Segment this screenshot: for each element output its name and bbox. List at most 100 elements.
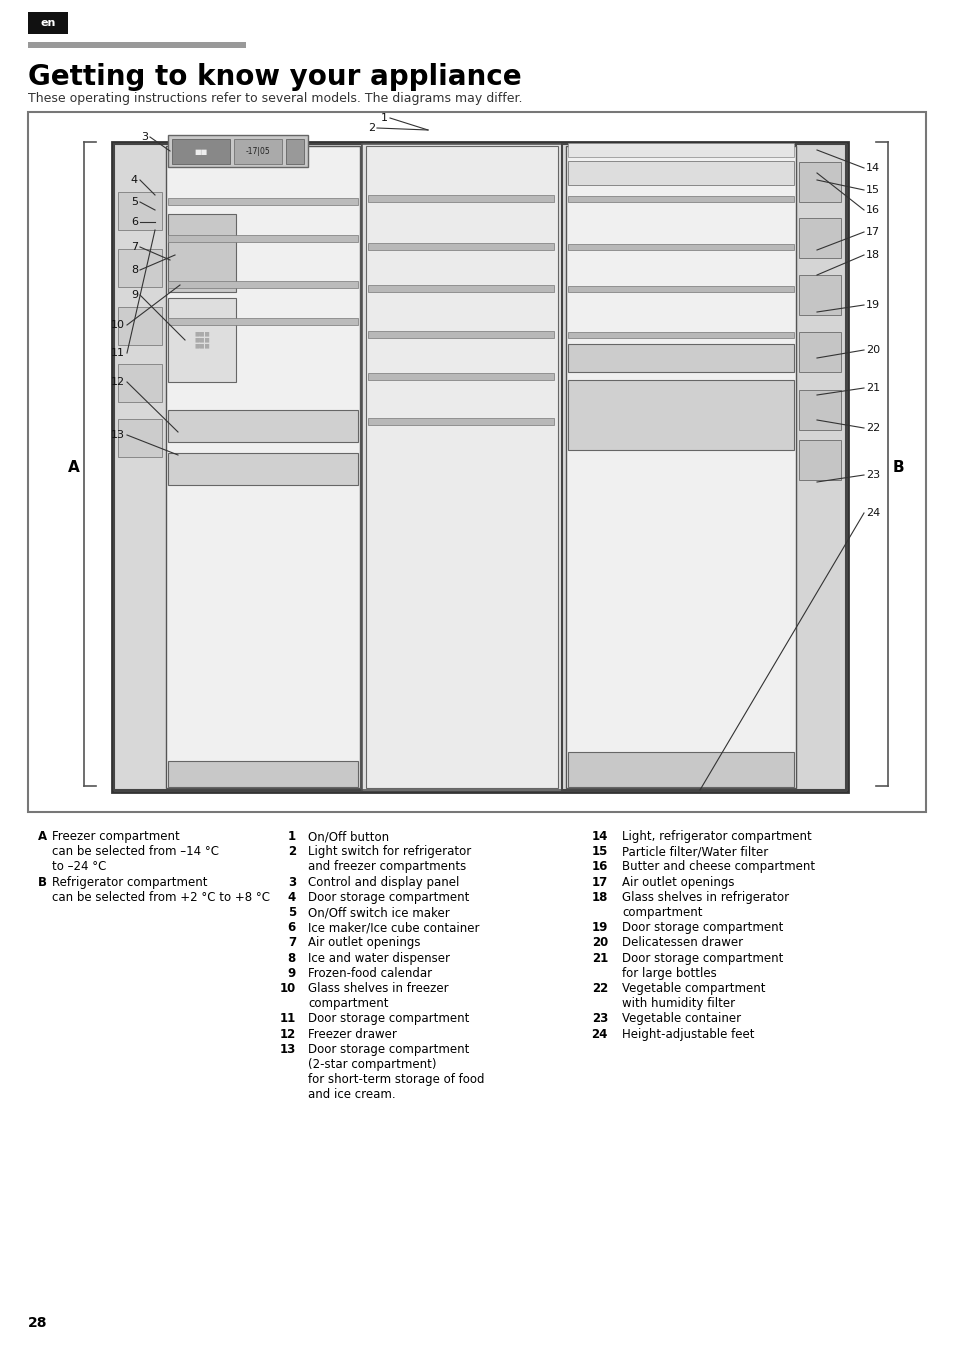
Bar	[368, 373, 554, 379]
Text: A: A	[68, 460, 80, 475]
Text: 19: 19	[591, 921, 607, 934]
Text: Delicatessen drawer: Delicatessen drawer	[621, 937, 742, 949]
Text: 22: 22	[865, 423, 880, 433]
Text: 13: 13	[279, 1042, 295, 1056]
Text: 18: 18	[865, 250, 880, 261]
Text: 5: 5	[288, 906, 295, 919]
Text: Freezer compartment: Freezer compartment	[52, 830, 179, 842]
Text: Control and display panel: Control and display panel	[308, 876, 459, 888]
Text: Door storage compartment: Door storage compartment	[308, 891, 469, 903]
Bar	[168, 761, 357, 787]
Bar	[799, 162, 841, 202]
Bar	[799, 275, 841, 315]
Bar	[28, 12, 68, 34]
Text: Air outlet openings: Air outlet openings	[621, 876, 734, 888]
Bar	[567, 196, 793, 202]
Bar	[168, 319, 357, 325]
Bar	[361, 144, 561, 790]
Text: 6: 6	[288, 921, 295, 934]
Bar	[168, 215, 235, 292]
Text: 8: 8	[288, 952, 295, 965]
Text: Light switch for refrigerator: Light switch for refrigerator	[308, 845, 471, 859]
Bar	[567, 344, 793, 373]
Text: B: B	[891, 460, 902, 475]
Text: with humidity filter: with humidity filter	[621, 998, 735, 1010]
Bar	[168, 281, 357, 288]
Text: 5: 5	[131, 197, 138, 207]
Text: Glass shelves in freezer: Glass shelves in freezer	[308, 981, 448, 995]
Text: 1: 1	[288, 830, 295, 842]
Bar	[168, 410, 357, 441]
Text: (2-star compartment): (2-star compartment)	[308, 1058, 436, 1071]
Text: en: en	[40, 18, 55, 28]
Text: -17|05: -17|05	[245, 147, 270, 157]
Text: 7: 7	[131, 242, 138, 252]
Text: 1: 1	[380, 113, 388, 123]
Text: Vegetable compartment: Vegetable compartment	[621, 981, 764, 995]
Text: 11: 11	[279, 1012, 295, 1026]
Text: 16: 16	[591, 860, 607, 873]
Bar	[368, 243, 554, 250]
Text: 6: 6	[131, 217, 138, 227]
Text: 15: 15	[591, 845, 607, 859]
Text: A: A	[38, 830, 47, 842]
Bar	[368, 285, 554, 292]
Text: Ice maker/Ice cube container: Ice maker/Ice cube container	[308, 921, 479, 934]
Bar	[112, 142, 847, 792]
Text: 24: 24	[865, 508, 880, 518]
Text: ■■■
■■■
■■■: ■■■ ■■■ ■■■	[193, 332, 210, 348]
Text: 21: 21	[865, 383, 880, 393]
Bar	[567, 286, 793, 292]
Bar	[799, 390, 841, 431]
Text: 13: 13	[111, 431, 125, 440]
Bar	[118, 364, 162, 402]
Bar	[567, 161, 793, 185]
Bar	[567, 244, 793, 250]
Text: Light, refrigerator compartment: Light, refrigerator compartment	[621, 830, 811, 842]
Text: Getting to know your appliance: Getting to know your appliance	[28, 63, 521, 90]
Text: 10: 10	[279, 981, 295, 995]
Text: 3: 3	[141, 132, 148, 142]
Bar	[368, 331, 554, 338]
Text: Particle filter/Water filter: Particle filter/Water filter	[621, 845, 767, 859]
Text: 17: 17	[865, 227, 880, 238]
Bar	[233, 139, 282, 163]
Text: 8: 8	[131, 265, 138, 275]
Bar	[118, 418, 162, 458]
Text: can be selected from +2 °C to +8 °C: can be selected from +2 °C to +8 °C	[52, 891, 270, 903]
Bar	[118, 248, 162, 288]
Text: B: B	[38, 876, 47, 888]
Text: Air outlet openings: Air outlet openings	[308, 937, 420, 949]
Text: 20: 20	[591, 937, 607, 949]
Text: 16: 16	[865, 205, 879, 215]
Bar	[799, 332, 841, 373]
Text: 14: 14	[591, 830, 607, 842]
Text: Ice and water dispenser: Ice and water dispenser	[308, 952, 450, 965]
Text: Height-adjustable feet: Height-adjustable feet	[621, 1027, 754, 1041]
Text: 19: 19	[865, 300, 880, 310]
Text: 21: 21	[591, 952, 607, 965]
Bar	[118, 306, 162, 346]
Text: for large bottles: for large bottles	[621, 967, 716, 980]
Text: 23: 23	[591, 1012, 607, 1026]
Bar	[368, 418, 554, 425]
Bar	[368, 194, 554, 202]
Text: 12: 12	[111, 377, 125, 387]
Bar	[28, 112, 925, 811]
Text: 9: 9	[288, 967, 295, 980]
Bar	[172, 139, 230, 163]
Bar	[565, 146, 795, 788]
Text: 28: 28	[28, 1316, 48, 1330]
Text: 24: 24	[591, 1027, 607, 1041]
Text: 11: 11	[111, 348, 125, 358]
Text: 2: 2	[288, 845, 295, 859]
Text: 12: 12	[279, 1027, 295, 1041]
Text: Butter and cheese compartment: Butter and cheese compartment	[621, 860, 814, 873]
Text: 2: 2	[368, 123, 375, 134]
Text: compartment: compartment	[621, 906, 701, 919]
Text: These operating instructions refer to several models. The diagrams may differ.: These operating instructions refer to se…	[28, 92, 522, 105]
Text: 15: 15	[865, 185, 879, 194]
Text: Vegetable container: Vegetable container	[621, 1012, 740, 1026]
Text: 17: 17	[591, 876, 607, 888]
Text: can be selected from –14 °C: can be selected from –14 °C	[52, 845, 219, 859]
